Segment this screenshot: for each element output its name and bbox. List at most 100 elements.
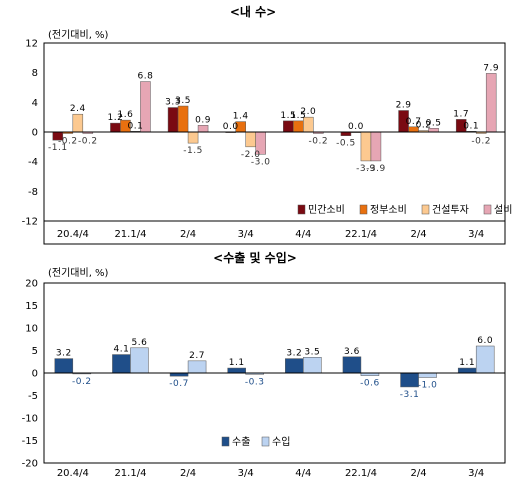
bar bbox=[283, 120, 294, 133]
data-label: 2.4 bbox=[70, 104, 86, 114]
category-label: 3/4 bbox=[468, 229, 484, 240]
data-label: -2.0 bbox=[241, 150, 261, 160]
y-tick-label: 0 bbox=[32, 128, 38, 139]
data-label: 3.6 bbox=[344, 347, 360, 357]
bar bbox=[342, 356, 362, 374]
legend-label: 수입 bbox=[272, 435, 290, 448]
data-label: -0.2 bbox=[78, 136, 98, 146]
bar bbox=[112, 354, 131, 374]
chart2-legend: 수출 수입 bbox=[221, 435, 290, 448]
y-tick-label: -8 bbox=[28, 187, 38, 198]
chart2-bars bbox=[54, 345, 495, 388]
bar bbox=[485, 73, 497, 133]
category-label: 21.1/4 bbox=[114, 468, 146, 479]
y-tick-label: 20 bbox=[25, 279, 38, 290]
category-label: 21.1/4 bbox=[114, 229, 146, 240]
legend-swatch bbox=[483, 204, 492, 215]
bar bbox=[187, 360, 207, 374]
bar bbox=[418, 372, 437, 378]
bar bbox=[400, 372, 419, 388]
data-label: 0.5 bbox=[426, 118, 442, 128]
data-label: -0.3 bbox=[245, 377, 265, 387]
data-label: 3.3 bbox=[165, 98, 181, 108]
y-tick-label: 8 bbox=[32, 68, 38, 79]
bar bbox=[457, 367, 477, 374]
y-tick-label: 5 bbox=[32, 346, 38, 357]
y-tick-label: -15 bbox=[22, 436, 38, 447]
category-label: 22.1/4 bbox=[345, 468, 377, 479]
bar bbox=[370, 131, 382, 162]
legend-label: 설비투자 bbox=[494, 204, 512, 216]
data-label: 0.0 bbox=[223, 122, 239, 132]
y-tick-label: 15 bbox=[25, 301, 38, 312]
bar bbox=[475, 345, 495, 374]
legend-swatch bbox=[261, 436, 270, 447]
chart2-category-labels: 20.4/4 21.1/4 2/4 3/4 4/4 22.1/4 2/4 3/4 bbox=[57, 468, 484, 479]
chart2-title: <수출 및 수입> bbox=[213, 250, 297, 265]
data-label: 0.7 bbox=[406, 117, 422, 127]
data-label: 1.1 bbox=[229, 358, 245, 368]
data-label: -1.0 bbox=[418, 381, 438, 391]
y-tick-label: 0 bbox=[32, 369, 38, 380]
y-tick-label: -4 bbox=[28, 157, 38, 168]
data-label: 3.2 bbox=[56, 349, 72, 359]
data-label: -3.9 bbox=[356, 164, 376, 174]
data-label: 3.5 bbox=[304, 347, 320, 357]
data-label: -3.9 bbox=[366, 164, 386, 174]
bar bbox=[340, 131, 352, 136]
legend-label: 수출 bbox=[232, 436, 250, 448]
data-label: -0.7 bbox=[169, 379, 189, 389]
data-label: -0.6 bbox=[360, 379, 380, 389]
category-label: 2/4 bbox=[180, 229, 196, 240]
data-label: -0.2 bbox=[309, 136, 329, 146]
bar bbox=[303, 357, 322, 374]
category-label: 20.4/4 bbox=[57, 468, 89, 479]
category-label: 3/4 bbox=[238, 468, 254, 479]
category-label: 20.4/4 bbox=[57, 229, 89, 240]
chart2-y-tick-labels: 20 15 10 5 0 -5 -10 -15 -20 bbox=[22, 279, 38, 470]
data-label: 0.0 bbox=[348, 122, 364, 132]
data-label: 4.1 bbox=[114, 345, 130, 355]
data-label: 1.4 bbox=[233, 112, 249, 122]
y-tick-label: -12 bbox=[22, 217, 38, 228]
data-label: 1.1 bbox=[459, 358, 475, 368]
bar bbox=[72, 113, 84, 133]
data-label: -0.2 bbox=[72, 377, 92, 387]
data-label: 1.2 bbox=[108, 113, 124, 123]
data-label: -1.1 bbox=[48, 143, 68, 153]
data-label: 0.1 bbox=[463, 121, 479, 131]
y-tick-label: -10 bbox=[22, 414, 38, 425]
legend-label: 민간소비 bbox=[308, 204, 345, 216]
data-label: 6.8 bbox=[138, 72, 154, 82]
bar bbox=[187, 131, 199, 144]
category-label: 22.1/4 bbox=[345, 229, 377, 240]
category-label: 2/4 bbox=[411, 468, 427, 479]
chart1-category-box bbox=[43, 220, 506, 245]
bar bbox=[110, 122, 121, 133]
bar bbox=[130, 347, 149, 374]
legend-label: 건설투자 bbox=[432, 204, 469, 216]
legend-swatch bbox=[221, 436, 230, 447]
bar bbox=[293, 120, 304, 133]
chart1-legend: 민간소비 정부소비 건설투자 설비투자 bbox=[297, 204, 512, 216]
data-label: 5.6 bbox=[132, 338, 148, 348]
chart1-title: <내 수> bbox=[230, 4, 276, 19]
data-label: 1.5 bbox=[290, 111, 306, 121]
category-label: 2/4 bbox=[180, 468, 196, 479]
legend-label: 정부소비 bbox=[370, 204, 407, 216]
data-label: 2.0 bbox=[300, 107, 316, 117]
data-label: 7.9 bbox=[483, 63, 499, 73]
data-label: 2.7 bbox=[189, 351, 205, 361]
category-label: 3/4 bbox=[238, 229, 254, 240]
bar bbox=[177, 105, 189, 133]
bar bbox=[245, 131, 256, 148]
data-label: 0.2 bbox=[416, 121, 432, 131]
data-label: 0.1 bbox=[128, 121, 144, 131]
legend-swatch bbox=[421, 204, 430, 215]
y-tick-label: 10 bbox=[25, 324, 38, 335]
data-label: 0.9 bbox=[195, 115, 211, 125]
bar bbox=[54, 358, 74, 374]
chart1-y-tick-labels: 12 8 4 0 -4 -8 -12 bbox=[22, 39, 38, 228]
data-label: -0.5 bbox=[336, 139, 356, 149]
category-label: 2/4 bbox=[411, 229, 427, 240]
